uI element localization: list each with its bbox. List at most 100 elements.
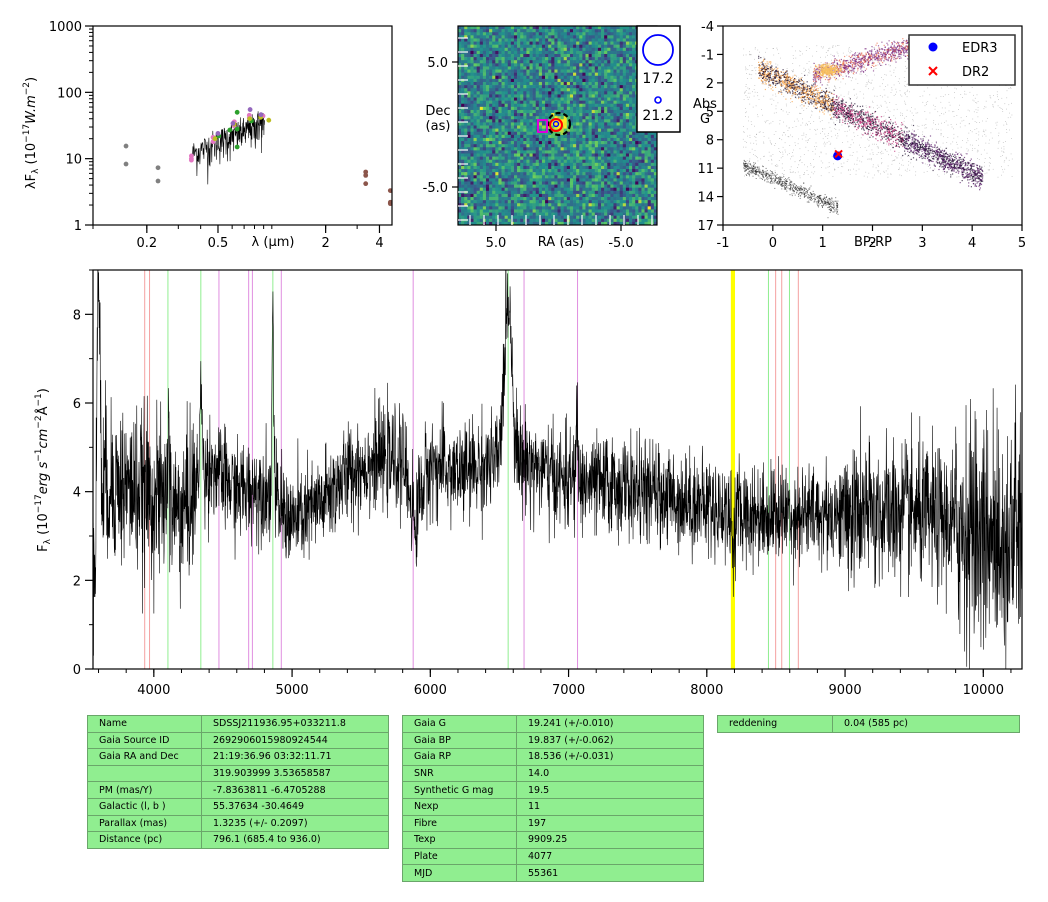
image-pixel	[498, 212, 502, 216]
image-pixel	[610, 218, 614, 223]
image-pixel	[520, 203, 524, 207]
image-pixel	[501, 106, 505, 111]
image-pixel	[470, 218, 474, 223]
image-pixel	[541, 141, 546, 145]
image-pixel	[573, 53, 577, 58]
image-pixel	[563, 134, 568, 139]
image-pixel	[482, 35, 487, 39]
image-pixel	[638, 153, 642, 157]
image-pixel	[601, 88, 605, 92]
image-pixel	[613, 175, 617, 179]
hrd-field-dot	[801, 107, 803, 109]
image-pixel	[489, 75, 493, 80]
image-pixel	[566, 128, 571, 133]
hrd-field-dot	[746, 111, 747, 113]
image-pixel	[622, 88, 627, 92]
image-pixel	[526, 47, 530, 52]
image-pixel	[498, 128, 502, 133]
hrd-field-dot	[779, 138, 780, 139]
image-pixel	[489, 50, 493, 55]
image-pixel	[619, 94, 624, 98]
image-pixel	[563, 221, 568, 226]
image-pixel	[467, 72, 471, 77]
image-pixel	[489, 53, 493, 58]
image-pixel	[560, 72, 565, 77]
image-pixel	[591, 85, 596, 89]
image-pixel	[566, 137, 571, 142]
image-pixel	[464, 85, 468, 89]
image-pixel	[622, 116, 627, 120]
image-pixel	[458, 165, 462, 170]
image-pixel	[538, 162, 543, 167]
image-pixel	[638, 147, 642, 151]
image-pixel	[492, 215, 496, 220]
image-pixel	[613, 221, 617, 226]
image-pixel	[563, 109, 568, 114]
image-pixel	[520, 169, 524, 173]
image-pixel	[523, 32, 527, 36]
image-pixel	[610, 131, 614, 136]
image-pixel	[594, 209, 599, 213]
image-pixel	[629, 178, 633, 182]
image-pixel	[476, 78, 481, 83]
hrd-field-dot	[925, 124, 927, 125]
image-pixel	[594, 184, 599, 188]
image-pixel	[545, 116, 549, 120]
image-pixel	[576, 215, 580, 220]
image-pixel	[532, 150, 537, 154]
hrd-field-dot	[786, 111, 787, 113]
image-pixel	[622, 103, 627, 108]
image-pixel	[548, 85, 552, 89]
image-pixel	[482, 63, 487, 67]
image-pixel	[560, 91, 565, 95]
image-pixel	[538, 66, 543, 70]
image-pixel	[541, 88, 546, 92]
image-pixel	[653, 162, 658, 167]
image-pixel	[582, 128, 586, 133]
image-pixel	[641, 172, 645, 176]
image-pixel	[610, 116, 614, 120]
image-pixel	[594, 100, 599, 105]
hrd-field-dot	[848, 47, 850, 48]
image-pixel	[622, 75, 627, 80]
image-pixel	[566, 109, 571, 114]
image-pixel	[489, 162, 493, 167]
image-pixel	[517, 147, 521, 151]
image-pixel	[576, 75, 580, 80]
image-pixel	[563, 215, 568, 220]
image-pixel	[582, 215, 586, 220]
image-pixel	[607, 63, 611, 67]
image-pixel	[557, 209, 561, 213]
image-pixel	[597, 193, 602, 198]
image-pixel	[579, 50, 583, 55]
image-pixel	[548, 209, 552, 213]
image-pixel	[464, 203, 468, 207]
image-pixel	[535, 94, 540, 98]
image-pixel	[467, 57, 471, 61]
image-pixel	[485, 193, 490, 198]
image-pixel	[588, 193, 592, 198]
image-pixel	[538, 134, 543, 139]
image-pixel	[541, 116, 546, 120]
image-pixel	[517, 97, 521, 101]
image-pixel	[576, 109, 580, 114]
image-pixel	[538, 78, 543, 83]
hrd-field-dot	[942, 142, 944, 144]
image-pixel	[560, 178, 565, 182]
image-pixel	[501, 165, 505, 170]
image-pixel	[597, 200, 602, 204]
image-pixel	[610, 221, 614, 226]
image-pixel	[610, 128, 614, 133]
image-pixel	[523, 215, 527, 220]
image-pixel	[569, 172, 574, 176]
image-pixel	[653, 141, 658, 145]
image-pixel	[504, 41, 509, 45]
image-pixel	[532, 178, 537, 182]
image-pixel	[644, 212, 648, 216]
image-pixel	[473, 94, 477, 98]
image-pixel	[545, 57, 549, 61]
image-pixel	[501, 109, 505, 114]
hrd-field-dot	[816, 128, 818, 130]
image-pixel	[526, 197, 530, 201]
image-pixel	[498, 26, 502, 30]
